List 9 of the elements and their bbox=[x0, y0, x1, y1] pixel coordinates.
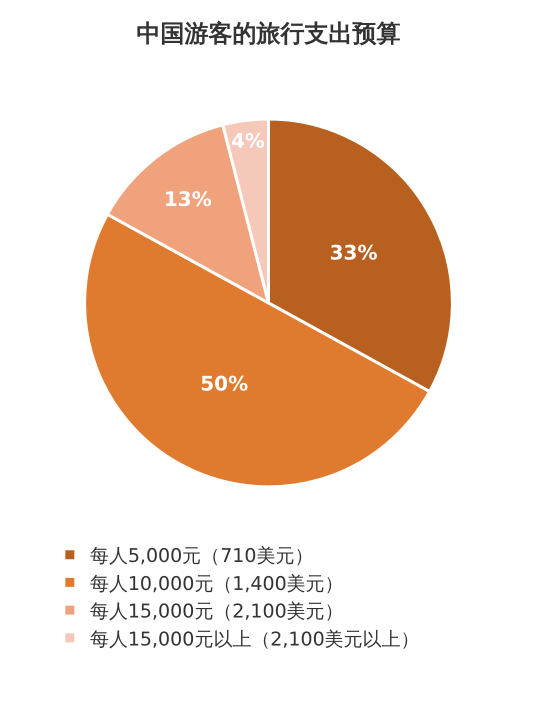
data-label: 13% bbox=[164, 186, 212, 211]
legend-label: 每人5,000元（710美元） bbox=[90, 545, 314, 568]
legend-label: 每人15,000元以上（2,100美元以上） bbox=[90, 628, 420, 650]
data-label: 4% bbox=[231, 130, 265, 153]
data-label: 50% bbox=[200, 372, 248, 396]
data-label: 33% bbox=[330, 240, 378, 265]
legend-label: 每人10,000元（1,400美元） bbox=[90, 572, 344, 595]
chart-title: 中国游客的旅行支出预算 bbox=[136, 19, 400, 48]
legend-label: 每人15,000元（2,100美元） bbox=[90, 600, 344, 623]
